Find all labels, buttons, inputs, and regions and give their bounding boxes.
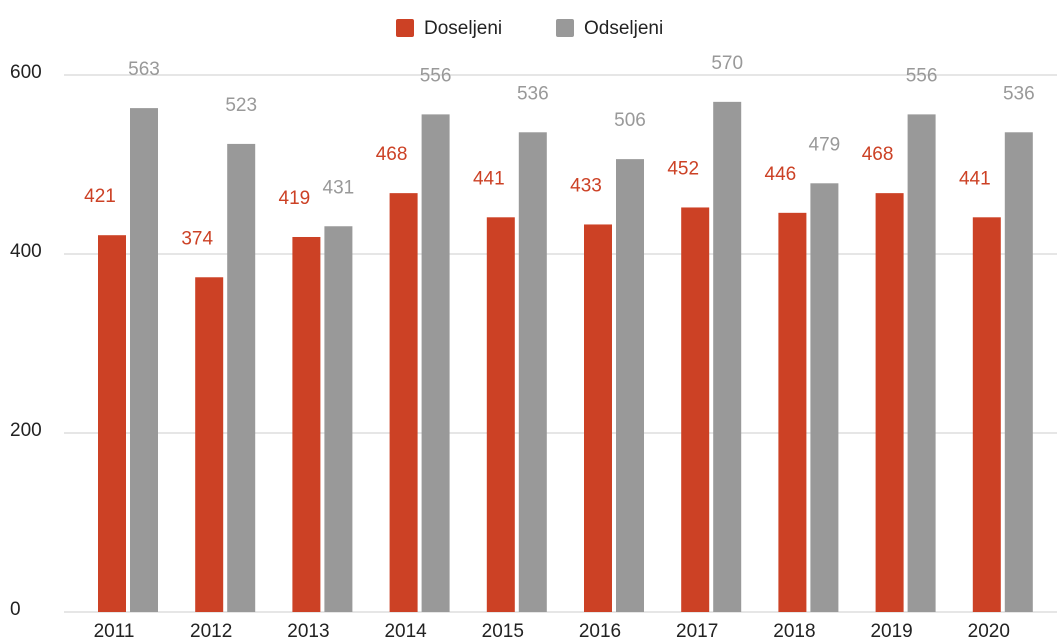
legend-label: Doseljeni <box>424 18 502 39</box>
bar <box>292 236 321 612</box>
bar <box>324 226 353 612</box>
bar <box>389 193 418 612</box>
x-tick-label: 2018 <box>773 621 815 642</box>
data-label: 374 <box>181 228 213 249</box>
x-tick-label: 2016 <box>579 621 621 642</box>
bar <box>778 212 807 612</box>
data-label: 468 <box>862 144 894 165</box>
bar <box>195 277 224 612</box>
data-label: 479 <box>809 134 841 155</box>
x-tick-label: 2011 <box>94 621 135 642</box>
x-tick-label: 2020 <box>968 621 1010 642</box>
bar <box>907 114 936 612</box>
data-label: 433 <box>570 175 602 196</box>
data-label: 419 <box>279 188 311 209</box>
bar <box>486 217 515 612</box>
data-label: 441 <box>473 168 505 189</box>
data-label: 452 <box>667 158 699 179</box>
x-tick-label: 2017 <box>676 621 718 642</box>
bar <box>421 114 450 612</box>
data-label: 506 <box>614 110 646 131</box>
data-label: 523 <box>225 95 257 116</box>
bar <box>875 193 904 612</box>
x-tick-label: 2014 <box>384 621 427 642</box>
bar <box>227 143 256 613</box>
data-label: 536 <box>1003 83 1035 104</box>
bar <box>98 235 126 612</box>
data-label: 536 <box>517 83 549 104</box>
data-label: 563 <box>128 59 160 80</box>
data-label: 556 <box>906 65 938 86</box>
legend-swatch <box>396 19 414 37</box>
y-tick-label: 200 <box>10 420 42 441</box>
x-tick-label: 2015 <box>482 621 524 642</box>
bar <box>130 108 158 613</box>
x-tick-label: 2019 <box>870 621 912 642</box>
bar <box>1004 132 1033 612</box>
bar <box>972 217 1001 612</box>
y-tick-label: 400 <box>10 241 42 262</box>
legend-label: Odseljeni <box>584 18 663 39</box>
bar <box>810 183 839 613</box>
data-label: 556 <box>420 65 452 86</box>
data-label: 431 <box>323 177 355 198</box>
data-label: 446 <box>765 164 797 185</box>
y-tick-label: 600 <box>10 62 42 83</box>
legend-swatch <box>556 19 574 37</box>
bar <box>518 132 547 612</box>
bar <box>616 159 644 612</box>
x-tick-label: 2013 <box>287 621 329 642</box>
bar <box>681 207 710 612</box>
y-tick-label: 0 <box>10 599 21 620</box>
data-label: 441 <box>959 168 991 189</box>
data-label: 421 <box>84 186 116 207</box>
data-label: 570 <box>711 53 743 74</box>
bar <box>584 224 612 612</box>
data-label: 468 <box>376 144 408 165</box>
bar <box>713 101 742 612</box>
x-tick-label: 2012 <box>190 621 232 642</box>
